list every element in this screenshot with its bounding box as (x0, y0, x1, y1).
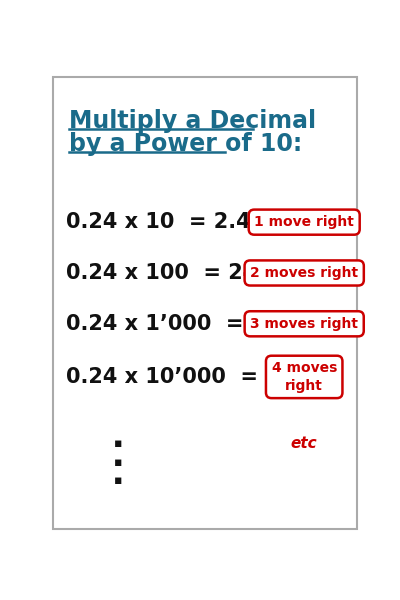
Text: ▪: ▪ (114, 456, 122, 469)
Text: by a Power of 10:: by a Power of 10: (69, 131, 302, 155)
FancyBboxPatch shape (53, 77, 357, 529)
Text: ▪: ▪ (114, 437, 122, 451)
Text: 0.24 x 10’000  = 2400: 0.24 x 10’000 = 2400 (66, 367, 323, 387)
Text: 0.24 x 10  = 2.4: 0.24 x 10 = 2.4 (66, 212, 250, 232)
Text: etc: etc (291, 436, 318, 451)
Text: Multiply a Decimal: Multiply a Decimal (69, 109, 316, 133)
Text: 3 moves right: 3 moves right (250, 317, 358, 331)
Text: 0.24 x 100  = 24: 0.24 x 100 = 24 (66, 263, 257, 283)
Text: 0.24 x 1’000  = 240: 0.24 x 1’000 = 240 (66, 314, 294, 334)
Text: ▪: ▪ (114, 475, 122, 487)
Text: 2 moves right: 2 moves right (250, 266, 358, 280)
Text: 1 move right: 1 move right (254, 215, 354, 229)
Text: 4 moves
right: 4 moves right (272, 361, 337, 392)
